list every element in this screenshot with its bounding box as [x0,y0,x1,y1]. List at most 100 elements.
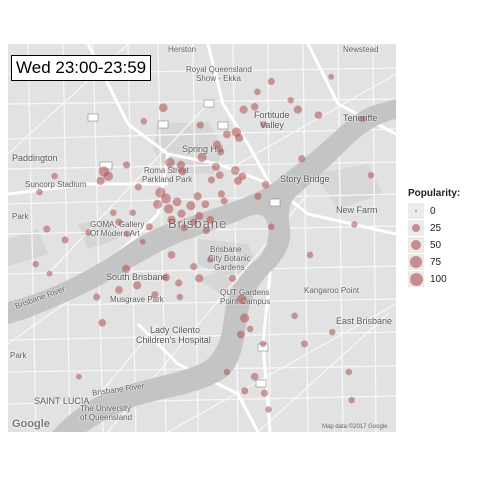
popularity-point [223,368,231,376]
popularity-point [161,193,171,204]
popularity-point [206,215,215,224]
place-label: Park [12,212,29,221]
popularity-point [158,103,168,113]
popularity-point [134,183,142,191]
popularity-point [268,223,275,231]
place-label: Story Bridge [280,174,330,184]
place-label: Gardens [214,263,245,272]
place-label: The University [80,404,132,413]
popularity-point [123,161,131,169]
popularity-point [46,270,53,277]
legend-row: 0 [408,203,460,220]
popularity-point [345,368,353,376]
place-label: Musgrave Park [110,295,164,304]
popularity-point [267,77,275,86]
popularity-point [351,221,358,228]
popularity-point [110,209,117,216]
popularity-point [367,171,375,179]
popularity-point [250,102,259,111]
popularity-point [236,330,245,339]
google-logo: Google [12,418,50,430]
place-label: of Queensland [80,413,133,422]
place-label: East Brisbane [336,316,393,326]
popularity-point [167,251,176,259]
popularity-point [98,318,107,327]
popularity-point [223,130,231,139]
popularity-point [230,166,240,175]
popularity-point [212,140,222,149]
popularity-point [167,215,176,224]
popularity-point [240,313,250,323]
place-label: Of Modern Art [90,229,140,238]
popularity-point [129,209,136,216]
place-label: Kangaroo Point [304,286,360,295]
popularity-point [177,209,186,218]
popularity-point [96,176,105,185]
popularity-point [139,238,146,245]
popularity-point [103,171,114,181]
popularity-point [43,225,51,233]
popularity-point [36,188,43,196]
popularity-point [228,274,237,282]
popularity-point [254,88,261,96]
popularity-point [215,171,224,180]
popularity-point [196,121,204,129]
popularity-points [32,73,375,413]
popularity-point [293,105,302,114]
popularity-point [140,118,148,125]
popularity-point [207,256,214,263]
popularity-point [176,160,185,169]
popularity-point [32,260,39,268]
time-window-label: Wed 23:00-23:59 [11,55,152,81]
popularity-legend: Popularity: 0 25 50 75 100 [408,188,460,288]
place-label: Brisbane [210,245,242,254]
place-label: Roma Street [144,166,189,175]
place-label: Park [10,351,27,360]
popularity-point [239,105,248,114]
map-panel[interactable]: Herston Newstead Royal Queensland Show -… [8,44,396,432]
place-label: QUT Gardens [220,288,270,297]
popularity-point [291,312,298,320]
popularity-point [93,293,101,301]
popularity-point [300,340,309,348]
popularity-point [178,167,187,176]
popularity-point [133,281,142,290]
legend-key [408,203,424,219]
popularity-point [259,340,267,348]
popularity-point [197,152,207,162]
popularity-point [238,172,247,180]
popularity-point [172,197,182,207]
popularity-point [195,211,204,221]
place-label: Spring Hill [182,144,224,154]
legend-row: 50 [408,237,460,254]
place-label: Paddington [12,153,58,163]
legend-key [408,271,424,287]
popularity-point [122,264,131,273]
legend-row: 100 [408,271,460,288]
map-attribution: Map data ©2017 Google [322,424,388,430]
popularity-point [306,251,314,259]
popularity-point [186,201,196,211]
popularity-point [165,157,175,168]
popularity-point [51,172,58,180]
popularity-point [85,229,92,236]
place-label: Suncorp Stadium [25,180,87,189]
place-label: Fortitude [254,110,290,120]
popularity-point [175,279,183,287]
popularity-point [217,190,225,198]
popularity-point [287,96,294,104]
legend-row: 75 [408,254,460,271]
popularity-point [153,199,163,209]
popularity-point [115,286,123,294]
popularity-point [241,387,249,395]
legend-label: 75 [430,257,442,268]
popularity-point [61,236,69,244]
popularity-point [145,223,153,231]
popularity-point [211,162,220,171]
place-label: City Botanic [208,254,251,263]
legend-label: 100 [430,274,447,285]
place-label: Show - Ekka [196,74,241,83]
popularity-point [237,294,247,305]
place-label: New Farm [336,205,378,215]
popularity-point [220,197,228,205]
